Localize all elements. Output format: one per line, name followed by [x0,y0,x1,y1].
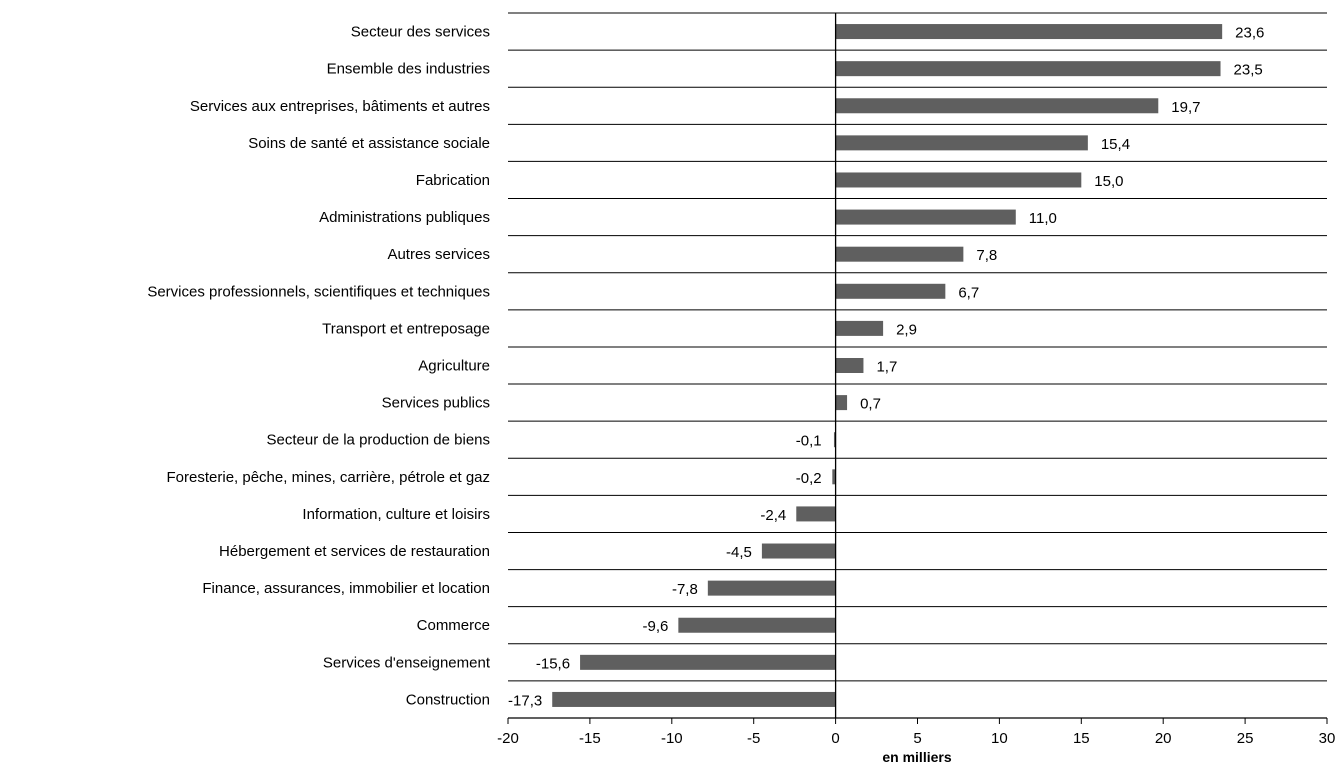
bar [580,654,836,670]
category-label: Hébergement et services de restauration [219,543,490,560]
x-tick-label: -5 [747,730,760,747]
bar [835,24,1223,40]
bars [552,24,1223,707]
category-label: Soins de santé et assistance sociale [248,135,490,152]
category-label: Services professionnels, scientifiques e… [147,283,490,300]
value-label: 1,7 [876,359,897,376]
value-label: -2,4 [760,507,786,524]
value-label: 23,5 [1234,62,1263,79]
bar [835,61,1221,77]
bar [835,172,1082,188]
gridlines [508,12,1327,719]
value-label: 0,7 [860,396,881,413]
value-label: -7,8 [672,581,698,598]
bar [832,469,836,485]
value-label: 23,6 [1235,25,1264,42]
category-label: Services d'enseignement [323,654,491,671]
value-label: 6,7 [958,284,979,301]
category-label: Agriculture [418,358,490,375]
bar [678,617,836,633]
bar [761,543,836,559]
value-label: -17,3 [508,692,542,709]
axes [507,13,1328,724]
category-label: Services aux entreprises, bâtiments et a… [190,98,490,115]
bar [835,283,946,299]
labels: Secteur des services 23,6 Ensemble des ind… [147,24,1335,747]
category-label: Ensemble des industries [327,61,490,78]
x-tick-label: 5 [913,730,921,747]
value-label: -0,1 [796,433,822,450]
x-tick-label: -10 [661,730,683,747]
bar [835,209,1016,225]
category-label: Secteur des services [351,24,490,41]
category-label: Information, culture et loisirs [302,506,490,523]
x-tick-label: 30 [1319,730,1336,747]
category-label: Secteur de la production de biens [267,432,490,449]
x-tick-label: 25 [1237,730,1254,747]
bar [796,506,836,522]
value-label: -15,6 [536,655,570,672]
category-label: Administrations publiques [319,209,490,226]
category-label: Transport et entreposage [322,320,490,337]
bar [835,320,884,336]
value-label: 11,0 [1029,210,1057,227]
category-label: Construction [406,691,490,708]
bar [835,135,1088,151]
bar [833,432,836,448]
value-label: 15,0 [1094,173,1123,190]
category-label: Services publics [382,395,490,412]
bar [835,246,964,262]
category-label: Fabrication [416,172,490,189]
category-label: Autres services [387,246,490,263]
x-tick-label: -20 [497,730,519,747]
category-label: Commerce [417,617,490,634]
value-label: -9,6 [642,618,668,635]
bar [835,358,864,373]
x-axis-title: en milliers [882,749,951,765]
value-label: 19,7 [1171,99,1200,116]
x-tick-label: 20 [1155,730,1172,747]
value-label: 15,4 [1101,136,1130,153]
value-label: -0,2 [796,470,822,487]
x-tick-label: 15 [1073,730,1090,747]
category-label: Foresterie, pêche, mines, carrière, pétr… [167,469,490,486]
value-label: 2,9 [896,321,917,338]
x-tick-label: 10 [991,730,1008,747]
bar [835,395,848,411]
bar [707,580,836,596]
bar [835,98,1159,114]
x-tick-label: -15 [579,730,601,747]
value-label: 7,8 [976,247,997,264]
x-tick-label: 0 [831,730,839,747]
bar [552,691,836,707]
category-label: Finance, assurances, immobilier et locat… [202,580,490,597]
value-label: -4,5 [726,544,752,561]
